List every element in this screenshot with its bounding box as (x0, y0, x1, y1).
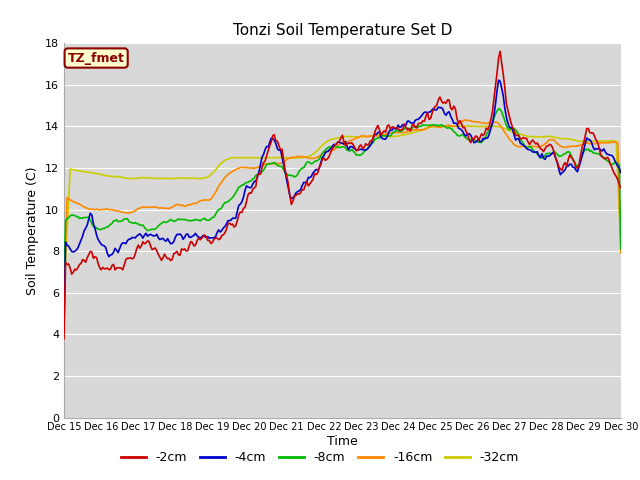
Text: TZ_fmet: TZ_fmet (68, 51, 125, 64)
X-axis label: Time: Time (327, 435, 358, 448)
Y-axis label: Soil Temperature (C): Soil Temperature (C) (26, 166, 40, 295)
Legend: -2cm, -4cm, -8cm, -16cm, -32cm: -2cm, -4cm, -8cm, -16cm, -32cm (116, 446, 524, 469)
Title: Tonzi Soil Temperature Set D: Tonzi Soil Temperature Set D (233, 23, 452, 38)
